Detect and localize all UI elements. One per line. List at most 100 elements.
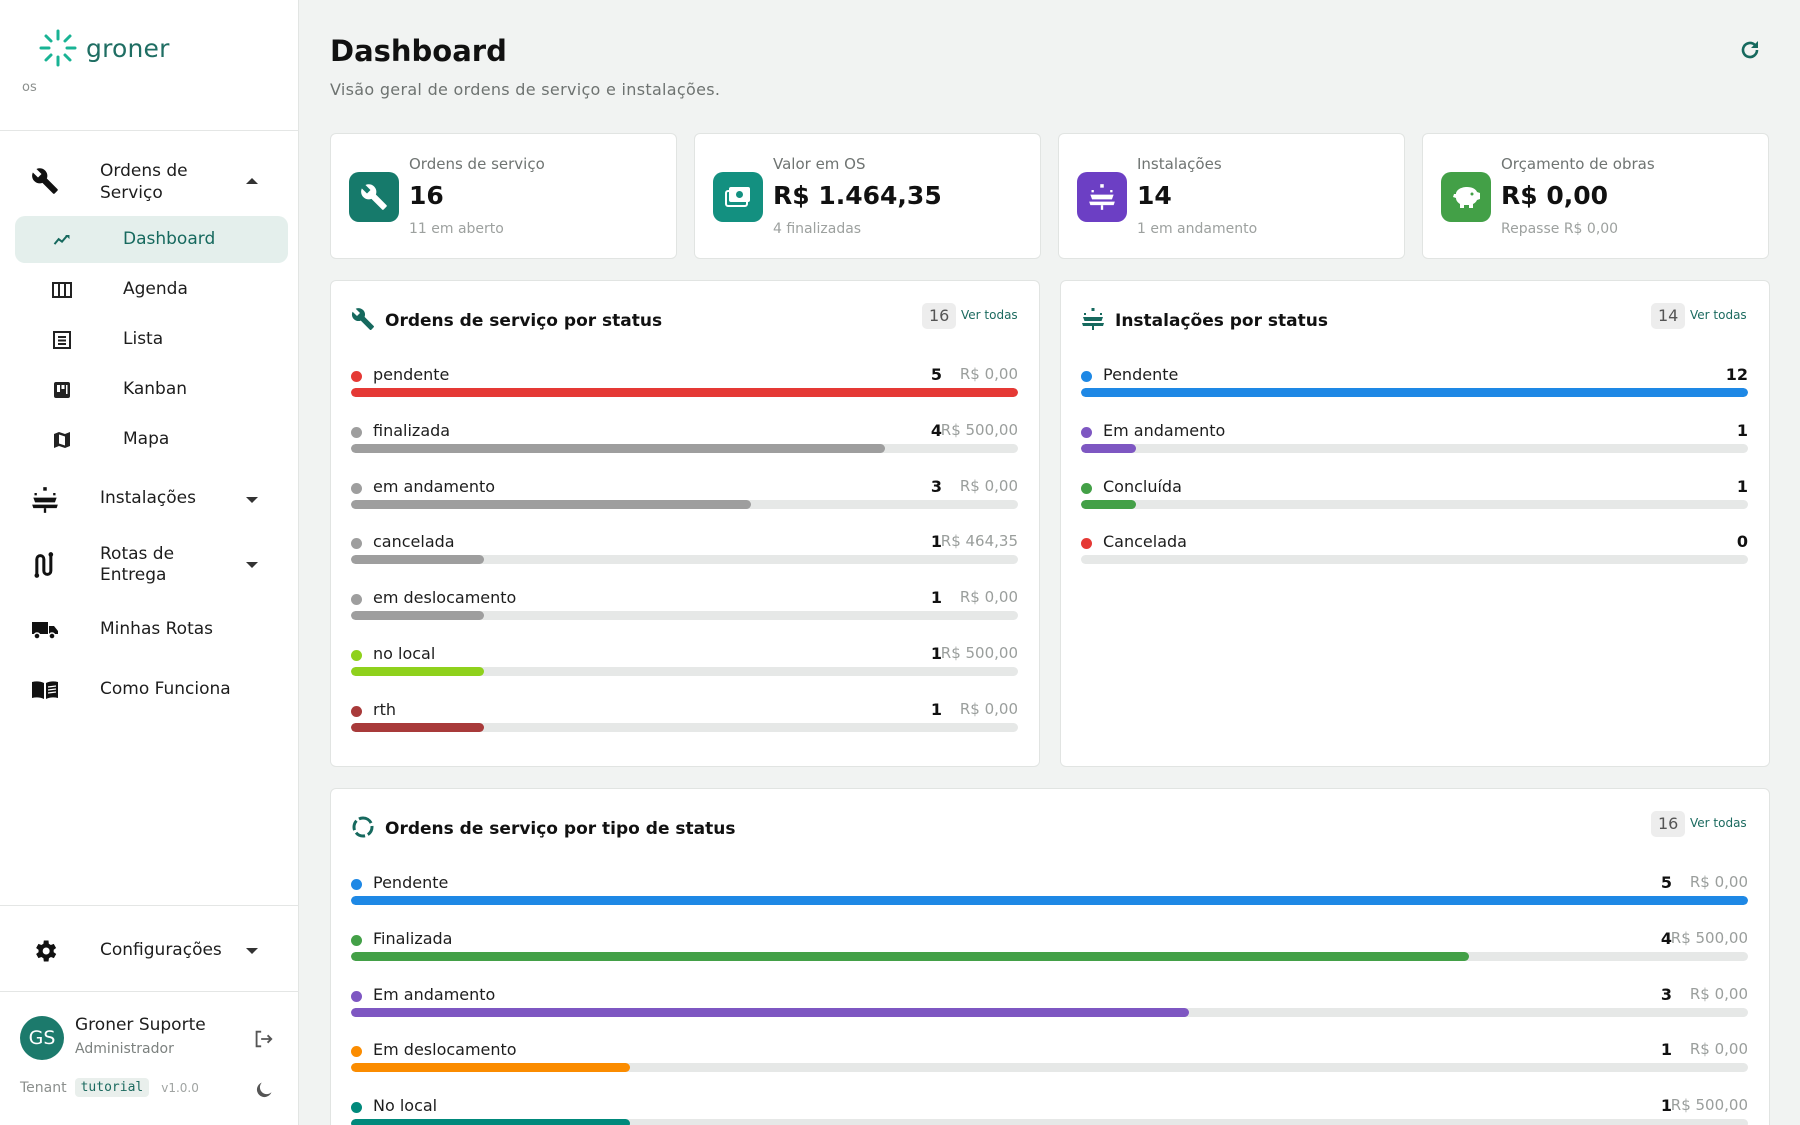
progress-track — [1081, 555, 1748, 565]
nav-group-rotas-de-entrega[interactable]: Rotas de Entrega — [14, 543, 288, 587]
status-dot-icon — [351, 371, 362, 382]
status-value: R$ 0,00 — [959, 365, 1018, 383]
sidebar-item-kanban[interactable]: Kanban — [15, 366, 288, 413]
status-count: 4 — [1660, 928, 1672, 948]
truck-icon — [30, 615, 60, 645]
brand-sub: os — [22, 80, 37, 95]
progress-fill — [351, 443, 885, 453]
nav-label-minhas-rotas: Minhas Rotas — [100, 619, 214, 639]
status-count: 1 — [930, 699, 942, 719]
sidebar-item-dashboard[interactable]: Dashboard — [15, 216, 288, 263]
divider — [0, 905, 299, 906]
status-value: R$ 464,35 — [940, 532, 1018, 551]
tenant-info: Tenant tutorial v1.0.0 — [20, 1078, 199, 1097]
status-count: 1 — [930, 532, 942, 552]
user-role: Administrador — [75, 1041, 174, 1057]
progress-track — [351, 611, 1018, 621]
moon-icon[interactable] — [254, 1080, 274, 1104]
progress-track — [351, 1063, 1748, 1073]
wrench-icon — [30, 166, 60, 196]
status-row[interactable]: em deslocamento 1 R$ 0,00 — [351, 588, 1018, 628]
piggy-bank-icon — [1441, 172, 1491, 222]
nav-group-configuracoes[interactable]: Configurações — [14, 929, 288, 973]
status-value: R$ 0,00 — [959, 588, 1018, 607]
status-row[interactable]: Pendente 12 — [1081, 365, 1748, 405]
ver-todas-link[interactable]: Ver todas — [1690, 308, 1747, 322]
status-dot-icon — [1081, 371, 1092, 382]
status-row[interactable]: Finalizada 4 R$ 500,00 — [351, 929, 1748, 969]
progress-track — [351, 499, 1018, 509]
progress-fill — [351, 1007, 1190, 1017]
stat-note: Repasse R$ 0,00 — [1501, 221, 1619, 237]
progress-track — [351, 722, 1018, 732]
brand-name: groner — [86, 33, 170, 63]
sidebar-item-agenda[interactable]: Agenda — [15, 266, 288, 313]
status-label: Em deslocamento — [373, 1040, 517, 1060]
divider — [0, 130, 299, 131]
status-value: R$ 500,00 — [1670, 1096, 1748, 1115]
progress-track — [351, 1007, 1748, 1017]
status-dot-icon — [351, 1046, 362, 1058]
ver-todas-link[interactable]: Ver todas — [1690, 816, 1747, 830]
sidebar-item-label: Kanban — [123, 379, 188, 399]
stat-note: 4 finalizadas — [773, 221, 862, 237]
progress-fill — [351, 722, 485, 732]
nav-item-minhas-rotas[interactable]: Minhas Rotas — [14, 608, 288, 652]
refresh-icon[interactable] — [1738, 38, 1762, 66]
panel-header: Instalações por status — [1081, 307, 1328, 335]
status-count: 1 — [930, 588, 942, 608]
status-count: 1 — [930, 644, 942, 663]
status-dot-icon — [351, 934, 362, 946]
page-title: Dashboard — [330, 34, 507, 68]
brand-logo[interactable]: groner — [38, 28, 170, 68]
ver-todas-link[interactable]: Ver todas — [961, 308, 1018, 322]
panel-title: Ordens de serviço por tipo de status — [385, 819, 736, 839]
status-row[interactable]: Concluída 1 — [1081, 477, 1748, 517]
wrench-icon — [351, 307, 375, 335]
progress-track — [1081, 443, 1748, 453]
nav-label-ordens-line1: Ordens de — [100, 161, 188, 181]
logout-icon[interactable] — [252, 1028, 274, 1054]
status-row[interactable]: finalizada 4 R$ 500,00 — [351, 421, 1018, 461]
status-row[interactable]: No local 1 R$ 500,00 — [351, 1096, 1748, 1125]
status-row[interactable]: Em andamento 1 — [1081, 421, 1748, 461]
status-row[interactable]: Em deslocamento 1 R$ 0,00 — [351, 1040, 1748, 1080]
sidebar-item-lista[interactable]: Lista — [15, 316, 288, 363]
nav-item-como-funciona[interactable]: Como Funciona — [14, 668, 288, 712]
status-row[interactable]: Cancelada 0 — [1081, 532, 1748, 572]
nav-label-instalacoes: Instalações — [100, 488, 196, 508]
avatar[interactable]: GS — [20, 1016, 64, 1060]
stat-card-ordens[interactable]: Ordens de serviço 16 11 em aberto — [330, 133, 677, 259]
stat-card-valor-em-os[interactable]: Valor em OS R$ 1.464,35 4 finalizadas — [694, 133, 1041, 259]
stat-label: Valor em OS — [773, 155, 866, 173]
status-row[interactable]: rth 1 R$ 0,00 — [351, 700, 1018, 740]
nav-group-ordens-de-servico[interactable]: Ordens de Serviço — [14, 160, 288, 204]
nav-group-instalacoes[interactable]: Instalações — [14, 478, 288, 522]
progress-fill — [1081, 388, 1748, 397]
status-row[interactable]: em andamento 3 R$ 0,00 — [351, 477, 1018, 517]
status-row[interactable]: Pendente 5 R$ 0,00 — [351, 873, 1748, 913]
page-subtitle: Visão geral de ordens de serviço e insta… — [330, 80, 721, 99]
stat-note: 1 em andamento — [1137, 221, 1258, 237]
sidebar-item-label: Lista — [123, 329, 164, 349]
status-row[interactable]: Em andamento 3 R$ 0,00 — [351, 985, 1748, 1025]
route-icon — [30, 550, 60, 580]
progress-fill — [351, 388, 1018, 397]
stat-card-instalacoes[interactable]: Instalações 14 1 em andamento — [1058, 133, 1405, 259]
status-value: R$ 0,00 — [959, 476, 1018, 495]
status-row[interactable]: cancelada 1 R$ 464,35 — [351, 532, 1018, 572]
status-row[interactable]: no local 1 R$ 500,00 — [351, 644, 1018, 684]
gear-icon — [30, 936, 60, 966]
progress-track — [351, 555, 1018, 565]
chevron-down-icon — [246, 948, 258, 954]
progress-track — [351, 667, 1018, 676]
progress-track — [351, 443, 1018, 453]
stat-card-orcamento-de-obras[interactable]: Orçamento de obras R$ 0,00 Repasse R$ 0,… — [1422, 133, 1769, 259]
status-dot-icon — [351, 594, 362, 606]
book-icon — [30, 675, 60, 705]
status-value: R$ 0,00 — [1689, 984, 1748, 1003]
solar-panel-icon — [1077, 172, 1127, 222]
sidebar-item-mapa[interactable]: Mapa — [15, 416, 288, 463]
status-row[interactable]: pendente 5 R$ 0,00 — [351, 365, 1018, 405]
status-label: Concluída — [1103, 476, 1182, 496]
